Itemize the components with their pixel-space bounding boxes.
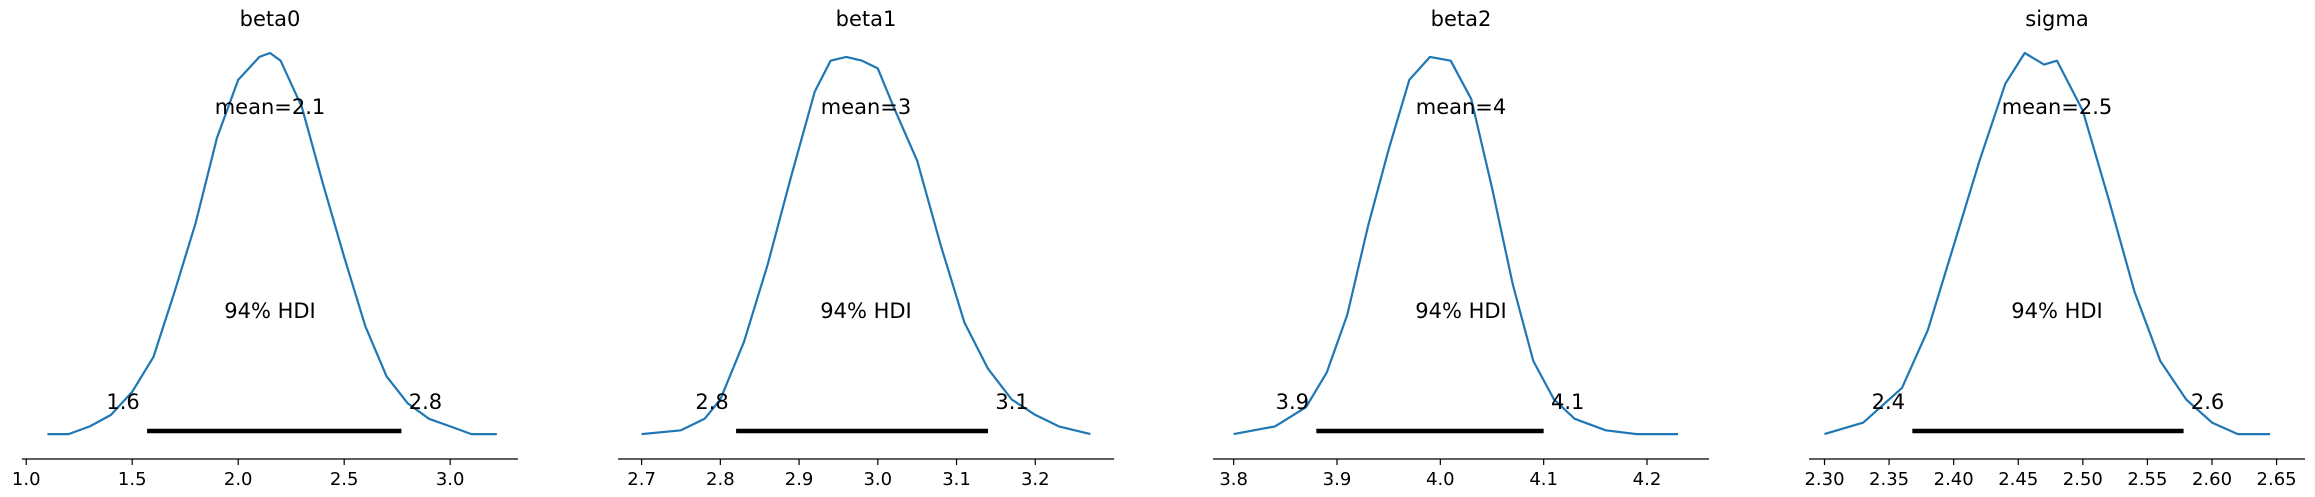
density-curve — [1233, 55, 1678, 436]
hdi-lower-label: 3.9 — [1276, 390, 1309, 414]
x-tick-label: 2.35 — [1869, 469, 1909, 490]
x-tick-label: 2.45 — [1998, 469, 2038, 490]
density-curve — [641, 55, 1091, 436]
hdi-text: 94% HDI — [820, 299, 912, 323]
panel-title: beta0 — [240, 7, 301, 31]
panel-title: sigma — [2025, 7, 2088, 31]
mean-label: mean=2.5 — [2002, 95, 2113, 119]
x-tick-label: 4.2 — [1633, 469, 1662, 490]
x-tick-label: 2.5 — [330, 469, 359, 490]
mean-label: mean=2.1 — [215, 95, 326, 119]
x-tick-label: 3.9 — [1323, 469, 1352, 490]
hdi-text: 94% HDI — [224, 299, 316, 323]
panel-beta2: beta2 3.9 4.1 mean=4 94% HDI 3.8 3.9 4.0 4.1 4.2 — [1213, 7, 1709, 490]
x-tick-label: 4.0 — [1426, 469, 1455, 490]
hdi-lower-label: 1.6 — [106, 390, 139, 414]
hdi-lower-label: 2.8 — [695, 390, 728, 414]
x-tick-label: 2.65 — [2257, 469, 2297, 490]
panel-title: beta2 — [1431, 7, 1492, 31]
x-tick-label: 2.7 — [627, 469, 656, 490]
x-tick-label: 3.0 — [436, 469, 465, 490]
panel-sigma: sigma 2.4 2.6 mean=2.5 94% HDI 2.30 2.35 2.40 2.… — [1804, 7, 2305, 490]
x-tick-label: 2.8 — [706, 469, 735, 490]
hdi-text: 94% HDI — [2011, 299, 2103, 323]
panel-title: beta1 — [836, 7, 897, 31]
mean-label: mean=3 — [821, 95, 912, 119]
x-tick-label: 2.30 — [1804, 469, 1844, 490]
x-tick-label: 1.5 — [118, 469, 147, 490]
x-tick-label: 3.0 — [863, 469, 892, 490]
hdi-upper-label: 2.8 — [409, 390, 442, 414]
x-tick-label: 1.0 — [12, 469, 41, 490]
panel-beta0: beta0 1.6 2.8 mean=2.1 94% HDI 1.0 1.5 2.0 2.5 3.… — [12, 7, 518, 490]
mean-label: mean=4 — [1416, 95, 1507, 119]
hdi-upper-label: 4.1 — [1551, 390, 1584, 414]
x-tick-label: 3.2 — [1021, 469, 1050, 490]
panel-beta1: beta1 2.8 3.1 mean=3 94% HDI 2.7 2.8 2.9 3.0 3.1 3… — [618, 7, 1114, 490]
x-tick-label: 2.40 — [1934, 469, 1974, 490]
x-tick-label: 2.9 — [785, 469, 814, 490]
x-tick-label: 3.8 — [1219, 469, 1248, 490]
density-curve — [1824, 51, 2271, 436]
x-tick-label: 4.1 — [1529, 469, 1558, 490]
density-curve — [47, 51, 497, 436]
x-tick-label: 2.50 — [2063, 469, 2103, 490]
x-tick-label: 3.1 — [942, 469, 971, 490]
x-tick-label: 2.0 — [224, 469, 253, 490]
hdi-upper-label: 3.1 — [995, 390, 1028, 414]
hdi-lower-label: 2.4 — [1872, 390, 1905, 414]
hdi-text: 94% HDI — [1415, 299, 1507, 323]
hdi-upper-label: 2.6 — [2191, 390, 2224, 414]
x-tick-label: 2.55 — [2127, 469, 2167, 490]
x-tick-label: 2.60 — [2192, 469, 2232, 490]
